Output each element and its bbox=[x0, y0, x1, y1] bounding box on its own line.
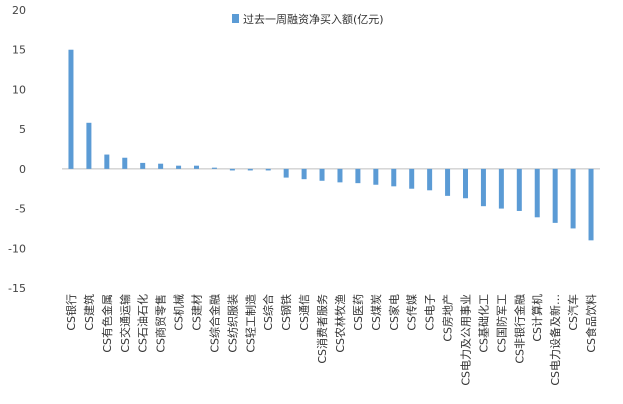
bar bbox=[373, 168, 379, 185]
x-tick-label: CS交通运输 bbox=[118, 294, 132, 353]
y-tick-label: -15 bbox=[8, 282, 26, 295]
x-tick-label: CS石油石化 bbox=[136, 294, 150, 353]
x-tick-label: CS基础化工 bbox=[476, 294, 490, 353]
bar bbox=[158, 163, 164, 169]
y-tick-label: -10 bbox=[8, 242, 26, 255]
y-tick-label: 15 bbox=[12, 44, 26, 57]
x-tick-label: CS通信 bbox=[298, 294, 311, 331]
bar bbox=[68, 49, 74, 169]
x-tick-label: CS商贸零售 bbox=[154, 294, 168, 353]
x-tick-label: CS非银行金融 bbox=[512, 294, 526, 364]
x-tick-label: CS建材 bbox=[190, 294, 204, 331]
y-tick-label: 10 bbox=[12, 83, 26, 96]
bar bbox=[570, 168, 576, 229]
x-tick-label: CS食品饮料 bbox=[584, 294, 598, 353]
x-tick-label: CS钢铁 bbox=[280, 294, 293, 331]
bar bbox=[480, 168, 486, 207]
x-tick-label: CS计算机 bbox=[530, 294, 544, 342]
bar bbox=[229, 168, 235, 171]
x-tick-label: CS医药 bbox=[352, 294, 365, 331]
legend-swatch bbox=[232, 14, 239, 23]
bar bbox=[445, 168, 451, 196]
y-tick-label: -5 bbox=[15, 203, 26, 216]
x-tick-label: CS电子 bbox=[424, 294, 437, 331]
bar bbox=[140, 162, 146, 169]
bar bbox=[588, 168, 594, 241]
bar bbox=[176, 165, 182, 169]
bar bbox=[498, 168, 504, 209]
bar bbox=[194, 165, 199, 169]
bar bbox=[301, 168, 307, 180]
x-tick-label: CS消费者服务 bbox=[315, 294, 329, 364]
bar bbox=[283, 168, 289, 178]
bar bbox=[86, 122, 92, 169]
x-tick-label: CS传媒 bbox=[406, 294, 419, 331]
x-tick-label: CS综合金融 bbox=[207, 294, 221, 353]
bar bbox=[427, 168, 433, 191]
bar bbox=[319, 168, 325, 181]
x-tick-label: CS汽车 bbox=[566, 294, 580, 331]
y-tick-label: 5 bbox=[19, 123, 26, 136]
x-tick-label: CS银行 bbox=[64, 294, 78, 331]
bar bbox=[247, 168, 253, 171]
x-tick-label: CS轻工制造 bbox=[243, 294, 257, 353]
x-tick-label: CS煤炭 bbox=[370, 294, 383, 331]
bar bbox=[211, 167, 217, 169]
legend: 过去一周融资净买入额(亿元) bbox=[232, 12, 384, 26]
legend-label: 过去一周融资净买入额(亿元) bbox=[243, 12, 384, 26]
bar bbox=[409, 168, 415, 189]
x-tick-label: CS家电 bbox=[387, 294, 401, 331]
x-tick-label: CS有色金属 bbox=[100, 294, 114, 353]
bar bbox=[104, 154, 110, 169]
x-tick-label: CS电力及公用事业 bbox=[460, 294, 473, 386]
bar bbox=[122, 157, 128, 169]
x-tick-label: CS农林牧渔 bbox=[333, 294, 347, 353]
x-tick-label: CS机械 bbox=[172, 294, 186, 331]
y-axis: 20 15 10 5 0 -5 -10 -15 bbox=[8, 4, 600, 295]
x-tick-label: CS国防军工 bbox=[494, 294, 508, 353]
bar bbox=[552, 168, 558, 223]
bar bbox=[355, 168, 361, 184]
x-tick-label: CS综合 bbox=[261, 294, 275, 331]
bar bbox=[391, 168, 397, 187]
y-tick-label: 0 bbox=[19, 163, 26, 176]
x-tick-label: CS电力设备及新… bbox=[548, 294, 562, 386]
bar bbox=[265, 168, 271, 171]
bar bbox=[534, 168, 540, 218]
x-tick-label: CS房地产 bbox=[441, 294, 455, 342]
bar bbox=[337, 168, 343, 183]
x-tick-label: CS纺织服装 bbox=[225, 294, 239, 353]
bar bbox=[516, 168, 522, 211]
x-axis-labels: CS银行 CS建筑 CS有色金属 CS交通运输 CS石油石化 CS商贸零售 CS机械 CS建材… bbox=[64, 294, 598, 386]
y-tick-label: 20 bbox=[12, 4, 26, 17]
x-tick-label: CS建筑 bbox=[82, 294, 96, 331]
bars bbox=[68, 49, 594, 241]
bar bbox=[463, 168, 468, 199]
